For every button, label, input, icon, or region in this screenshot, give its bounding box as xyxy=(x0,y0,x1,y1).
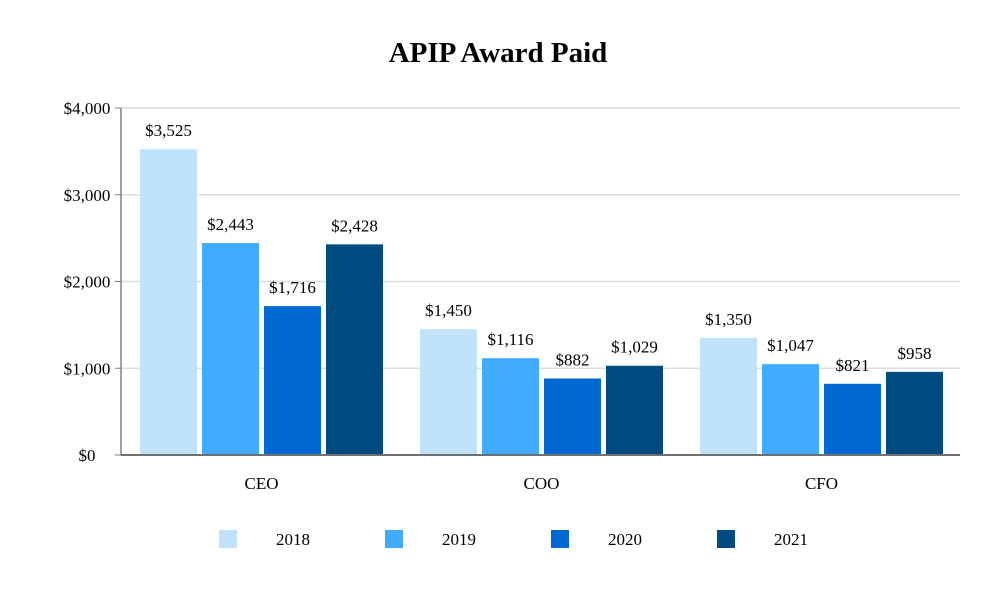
data-label: $3,525 xyxy=(145,121,192,140)
data-label: $1,350 xyxy=(705,310,752,329)
bar-cfo-2020 xyxy=(824,383,881,455)
legend-label-2018: 2018 xyxy=(276,530,310,549)
chart-title: APIP Award Paid xyxy=(389,37,608,69)
x-tick-label-coo: COO xyxy=(524,474,560,493)
y-tick-label: $1,000 xyxy=(64,359,111,378)
bar-ceo-2020 xyxy=(264,306,321,455)
legend-swatch-2020 xyxy=(551,530,569,548)
bar-cfo-2018 xyxy=(700,337,757,455)
data-label: $821 xyxy=(836,356,870,375)
legend-label-2019: 2019 xyxy=(442,530,476,549)
legend-swatch-2018 xyxy=(219,530,237,548)
bar-ceo-2021 xyxy=(326,244,383,455)
bar-cfo-2021 xyxy=(886,371,943,455)
data-label: $1,029 xyxy=(611,338,658,357)
data-label: $2,443 xyxy=(207,215,254,234)
data-label: $1,450 xyxy=(425,301,472,320)
y-tick-label: $3,000 xyxy=(64,186,111,205)
axes xyxy=(120,108,960,456)
legend-label-2020: 2020 xyxy=(608,530,642,549)
data-label: $1,116 xyxy=(487,330,533,349)
x-tick-label-cfo: CFO xyxy=(805,474,838,493)
bar-ceo-2018 xyxy=(140,149,197,456)
gridlines xyxy=(121,107,960,369)
bar-ceo-2019 xyxy=(202,243,259,455)
bar-coo-2020 xyxy=(544,378,601,455)
data-label: $882 xyxy=(556,350,590,369)
data-labels: $3,525 $2,443 $1,716 $2,428 $1,450 $1,116 $882… xyxy=(145,121,931,375)
data-label: $2,428 xyxy=(331,216,378,235)
data-label: $958 xyxy=(898,344,932,363)
legend-swatch-2019 xyxy=(385,530,403,548)
x-axis-ticks: CEO COO CFO xyxy=(245,474,839,493)
bars xyxy=(140,149,943,456)
y-axis-ticks: $0 $1,000 $2,000 $3,000 $4,000 xyxy=(64,99,121,465)
bar-coo-2018 xyxy=(420,329,477,455)
bar-coo-2021 xyxy=(606,365,663,455)
legend: 2018 2019 2020 2021 xyxy=(219,530,808,549)
y-tick-label: $2,000 xyxy=(64,273,111,292)
bar-cfo-2019 xyxy=(762,364,819,455)
y-tick-label: $0 xyxy=(79,446,96,465)
legend-label-2021: 2021 xyxy=(774,530,808,549)
legend-swatch-2021 xyxy=(717,530,735,548)
data-label: $1,047 xyxy=(767,336,814,355)
bar-coo-2019 xyxy=(482,358,539,455)
data-label: $1,716 xyxy=(269,278,316,297)
y-tick-label: $4,000 xyxy=(64,99,111,118)
x-tick-label-ceo: CEO xyxy=(245,474,279,493)
